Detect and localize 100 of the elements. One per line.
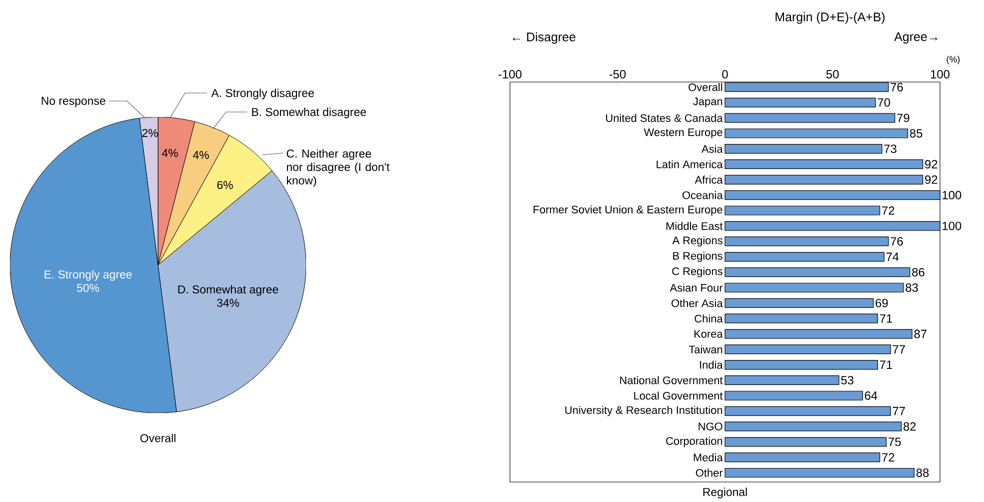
bar [724, 375, 840, 385]
data-label: 53 [841, 376, 854, 384]
y-tick-label: A Regions [672, 236, 722, 246]
y-tick-label: India [700, 360, 723, 369]
bar [724, 344, 891, 354]
bar [724, 298, 874, 308]
bar [724, 113, 896, 123]
data-label: 2% [142, 128, 158, 138]
bar [724, 452, 880, 462]
data-label: 92 [925, 175, 938, 184]
y-tick-label: Middle East [666, 222, 723, 230]
y-tick-label: C Regions [672, 267, 722, 278]
data-label: 72 [882, 453, 894, 462]
data-label: 34% [216, 298, 240, 307]
bar [724, 329, 912, 339]
data-label: 100 [942, 222, 962, 230]
y-tick-label: NGO [698, 422, 722, 430]
bar [724, 267, 910, 278]
data-label: 76 [890, 237, 903, 246]
bar [724, 236, 889, 246]
data-label: 6% [217, 180, 233, 190]
y-tick-label: Other [696, 468, 723, 477]
bar [724, 128, 908, 138]
bar [724, 221, 940, 231]
data-label: 72 [882, 206, 894, 215]
data-label: 50% [76, 284, 100, 292]
text: (%) [946, 56, 960, 64]
x-tick-label: 100 [930, 70, 950, 78]
y-tick-label: Taiwan [688, 345, 722, 354]
slice-label: B. Somewhat disagree [252, 108, 366, 118]
data-label: 92 [925, 160, 938, 168]
y-tick-label: Other Asia [672, 299, 723, 308]
data-label: 88 [916, 468, 929, 477]
slice-label: A. Strongly disagree [211, 88, 314, 100]
y-tick-label: Japan [693, 98, 722, 108]
slice-label: D. Somewhat agree [178, 285, 278, 296]
bar [724, 174, 924, 184]
data-label: 82 [904, 422, 916, 431]
data-label: 70 [878, 98, 890, 107]
y-tick-label: Korea [694, 330, 723, 338]
x-tick-label: -50 [609, 70, 626, 78]
y-tick-label: United States & Canada [606, 114, 723, 122]
bar [724, 360, 878, 370]
bar [724, 437, 887, 447]
y-tick-label: University & Research Institution [565, 406, 722, 416]
slice-label: E. Strongly agree [44, 270, 132, 281]
bar [724, 314, 878, 324]
y-tick-label: Africa [694, 176, 723, 184]
bar [724, 252, 884, 262]
data-label: 74 [886, 252, 899, 261]
data-label: 83 [906, 283, 918, 292]
data-label: 85 [910, 129, 922, 138]
bar [724, 206, 880, 216]
bar [724, 406, 891, 416]
y-tick-label: Former Soviet Union & Eastern Europe [534, 205, 722, 216]
y-tick-label: Asian Four [670, 284, 723, 292]
y-tick-label: China [694, 314, 723, 323]
data-label: 69 [876, 298, 888, 308]
y-tick-label: Western Europe [644, 128, 722, 138]
y-tick-label: B Regions [673, 252, 722, 262]
y-tick-label: Local Government [634, 392, 723, 400]
data-label: 4% [192, 150, 209, 159]
data-label: 100 [942, 190, 962, 200]
slice-label: No response [42, 96, 106, 108]
x-axis-title: Regional [703, 488, 747, 498]
y-tick-label: Media [694, 453, 723, 462]
bar [724, 422, 902, 432]
data-label: 75 [888, 438, 901, 446]
bar [724, 144, 882, 154]
data-label: 79 [897, 114, 910, 122]
data-label: 71 [880, 360, 892, 369]
y-tick-label: National Government [620, 376, 723, 384]
data-label: 77 [892, 406, 905, 416]
data-label: 73 [884, 144, 896, 154]
data-label: 4% [162, 148, 178, 157]
data-label: 87 [914, 330, 926, 338]
x-tick-label: 0 [722, 70, 728, 78]
bar [724, 82, 889, 92]
bar [724, 468, 915, 478]
data-label: 77 [892, 345, 905, 354]
y-tick-label: Latin America [656, 160, 723, 168]
x-tick-label: 50 [826, 70, 839, 78]
bar [724, 159, 924, 170]
y-tick-label: Oceania [682, 191, 723, 200]
bar [724, 282, 904, 292]
text: Agree→ [894, 32, 938, 44]
slice-label: C. Neither agree nor disagree (I don't know) [286, 149, 390, 187]
y-tick-label: Asia [702, 144, 723, 153]
data-label: 76 [890, 82, 903, 92]
y-tick-label: Corporation [666, 436, 722, 447]
bar [724, 190, 940, 200]
chart-title: Margin (D+E)-(A+B) [776, 12, 885, 24]
text: ← Disagree [512, 32, 576, 44]
data-label: 64 [864, 391, 878, 400]
data-label: 86 [912, 268, 924, 276]
text: Overall [140, 434, 176, 442]
bar [724, 98, 876, 108]
data-label: 71 [880, 314, 892, 323]
x-tick-label: -100 [498, 70, 522, 78]
y-tick-label: Overall [688, 83, 722, 92]
